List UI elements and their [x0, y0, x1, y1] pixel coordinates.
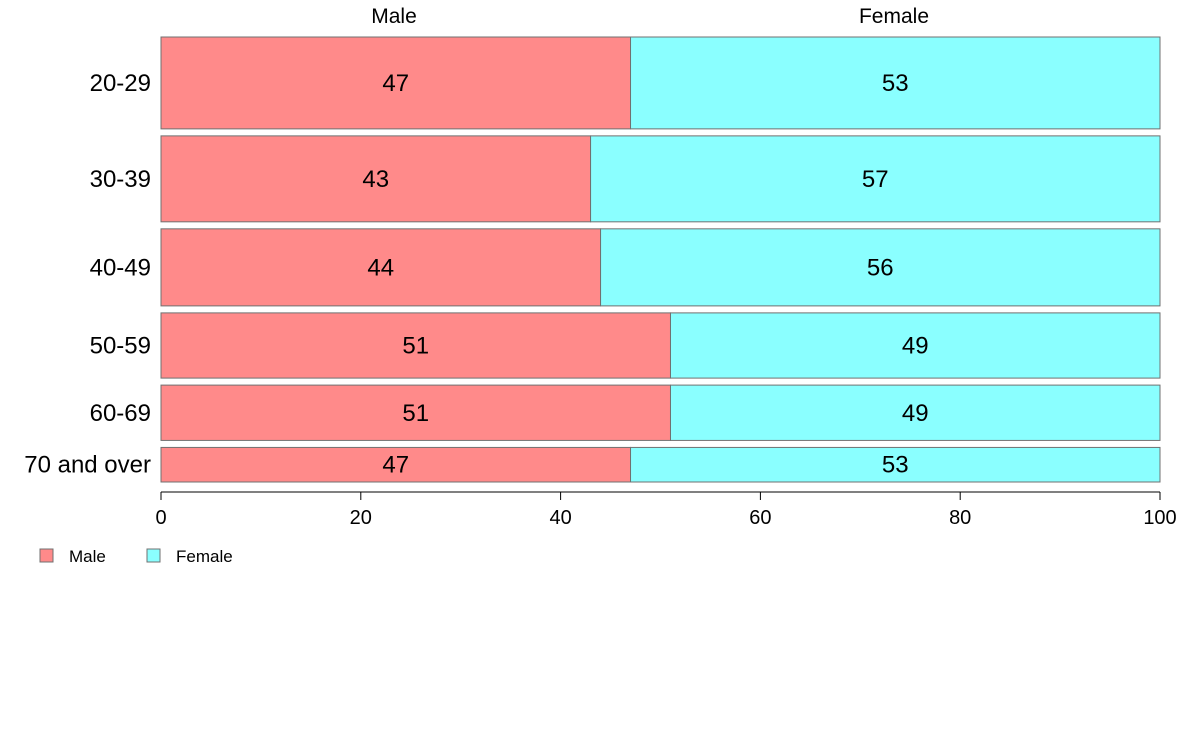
- x-tick-label-100: 100: [1143, 507, 1176, 529]
- legend-label-male: Male: [69, 547, 106, 566]
- x-tick-label-0: 0: [155, 507, 166, 529]
- x-axis: 0 20 40 60 80 100: [155, 491, 1177, 529]
- x-tick-label-80: 80: [949, 507, 971, 529]
- bar-female-20-29: [630, 36, 1161, 130]
- category-label-40-49: 40-49: [90, 254, 151, 281]
- legend-swatch-female: [146, 548, 161, 563]
- bar-male-50-59: [160, 312, 671, 379]
- bar-female-70-and-over: [630, 446, 1161, 483]
- bar-value-male-60-69: 51: [402, 400, 429, 427]
- bar-value-female-60-69: 49: [902, 400, 929, 427]
- bar-female-30-39: [590, 135, 1161, 223]
- bar-value-male-70-and-over: 47: [382, 452, 409, 479]
- category-label-20-29: 20-29: [90, 70, 151, 97]
- x-tick-label-40: 40: [549, 507, 571, 529]
- bar-female-40-49: [600, 228, 1161, 307]
- top-label-female: Female: [859, 5, 929, 28]
- bar-value-female-70-and-over: 53: [882, 452, 909, 479]
- top-label-male: Male: [371, 5, 417, 28]
- bar-female-50-59: [669, 312, 1161, 379]
- bar-value-male-30-39: 43: [362, 166, 389, 193]
- bar-value-male-40-49: 44: [367, 254, 394, 281]
- bar-value-female-50-59: 49: [902, 332, 929, 359]
- category-labels: 20-29 30-39 40-49 50-59 60-69 70 and over: [24, 70, 151, 479]
- category-label-50-59: 50-59: [90, 332, 151, 359]
- bar-value-female-20-29: 53: [882, 70, 909, 97]
- category-label-70-and-over: 70 and over: [24, 452, 151, 479]
- x-tick-label-20: 20: [350, 507, 372, 529]
- x-tick-label-60: 60: [749, 507, 771, 529]
- bar-male-60-69: [160, 384, 671, 441]
- bar-value-female-30-39: 57: [862, 166, 889, 193]
- bar-value-male-20-29: 47: [382, 70, 409, 97]
- category-label-30-39: 30-39: [90, 166, 151, 193]
- bar-value-male-50-59: 51: [402, 332, 429, 359]
- legend-label-female: Female: [176, 547, 233, 566]
- bar-value-female-40-49: 56: [867, 254, 894, 281]
- bar-female-60-69: [669, 384, 1161, 441]
- legend: Male Female: [39, 547, 233, 566]
- bars-group: 47 53 43 57 44 56 51 49 51 49 47 53: [160, 36, 1161, 483]
- bar-male-30-39: [160, 135, 592, 223]
- bar-male-40-49: [160, 228, 602, 307]
- category-label-60-69: 60-69: [90, 400, 151, 427]
- bar-male-20-29: [160, 36, 632, 130]
- legend-swatch-male: [39, 548, 54, 563]
